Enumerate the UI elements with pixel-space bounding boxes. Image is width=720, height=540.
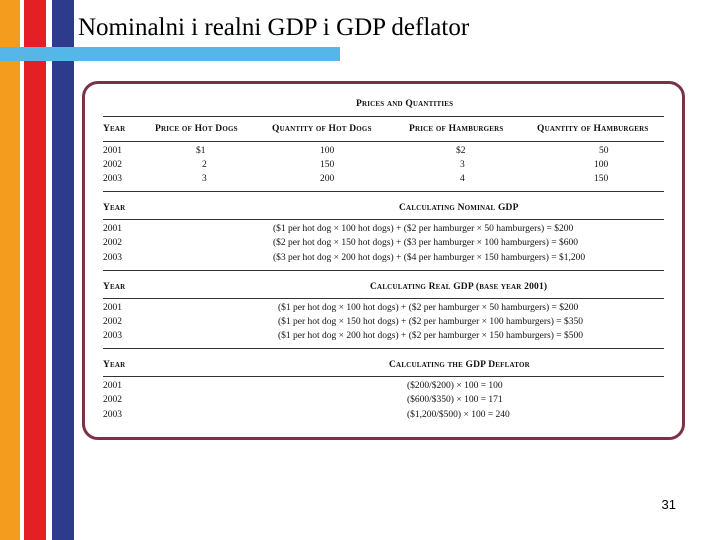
cell-formula: ($1,200/$500) × 100 = 240 <box>407 410 510 420</box>
header-year: Year <box>103 360 126 370</box>
cell-quantity-hot-dogs: 150 <box>320 160 335 170</box>
header-price-hot-dogs: Price of Hot Dogs <box>155 124 238 134</box>
cell-year: 2002 <box>103 395 122 405</box>
cell-price-hamburgers: 4 <box>460 174 465 184</box>
header-quantity-hamburgers: Quantity of Hamburgers <box>537 124 649 134</box>
navy-stripe <box>52 0 74 540</box>
cell-formula: ($1 per hot dog × 200 hot dogs) + ($2 pe… <box>278 331 583 341</box>
section-title-nominal-gdp: Calculating Nominal GDP <box>399 203 519 213</box>
cell-quantity-hamburgers: 50 <box>599 146 609 156</box>
cell-formula: ($1 per hot dog × 150 hot dogs) + ($2 pe… <box>278 317 583 327</box>
header-price-hamburgers: Price of Hamburgers <box>409 124 504 134</box>
cell-price-hot-dogs: 3 <box>202 174 207 184</box>
red-stripe <box>24 0 46 540</box>
rule <box>103 141 664 142</box>
header-quantity-hot-dogs: Quantity of Hot Dogs <box>272 124 372 134</box>
header-year: Year <box>103 282 126 292</box>
cell-year: 2001 <box>103 303 122 313</box>
cell-quantity-hot-dogs: 200 <box>320 174 335 184</box>
cell-year: 2002 <box>103 317 122 327</box>
header-year: Year <box>103 124 126 134</box>
table-frame <box>82 81 685 440</box>
cell-year: 2002 <box>103 238 122 248</box>
section-title-real-gdp: Calculating Real GDP (base year 2001) <box>370 282 548 292</box>
rule <box>103 191 664 192</box>
section-title-gdp-deflator: Calculating the GDP Deflator <box>389 360 530 370</box>
cell-formula: ($1 per hot dog × 100 hot dogs) + ($2 pe… <box>278 303 579 313</box>
cell-quantity-hot-dogs: 100 <box>320 146 335 156</box>
cell-year: 2001 <box>103 381 122 391</box>
rule <box>103 298 664 299</box>
cell-formula: ($1 per hot dog × 100 hot dogs) + ($2 pe… <box>273 224 574 234</box>
orange-stripe <box>0 0 20 540</box>
cell-quantity-hamburgers: 100 <box>594 160 609 170</box>
cell-price-hamburgers: 3 <box>460 160 465 170</box>
rule <box>103 219 664 220</box>
cell-year: 2003 <box>103 331 122 341</box>
cell-price-hot-dogs: 2 <box>202 160 207 170</box>
cell-year: 2003 <box>103 174 122 184</box>
rule <box>103 348 664 349</box>
cell-formula: ($200/$200) × 100 = 100 <box>407 381 503 391</box>
rule <box>103 376 664 377</box>
cell-year: 2001 <box>103 146 122 156</box>
cell-year: 2001 <box>103 224 122 234</box>
rule <box>103 116 664 117</box>
slide-title: Nominalni i realni GDP i GDP deflator <box>78 14 470 41</box>
header-year: Year <box>103 203 126 213</box>
page-number: 31 <box>661 497 676 512</box>
cell-price-hot-dogs: $1 <box>196 146 206 156</box>
cell-price-hamburgers: $2 <box>456 146 466 156</box>
cell-year: 2002 <box>103 160 122 170</box>
rule <box>103 270 664 271</box>
title-underline <box>0 47 340 61</box>
cell-quantity-hamburgers: 150 <box>594 174 609 184</box>
section-title-prices: Prices and Quantities <box>356 99 454 109</box>
cell-formula: ($600/$350) × 100 = 171 <box>407 395 503 405</box>
cell-year: 2003 <box>103 410 122 420</box>
cell-formula: ($3 per hot dog × 200 hot dogs) + ($4 pe… <box>273 253 586 263</box>
cell-year: 2003 <box>103 253 122 263</box>
cell-formula: ($2 per hot dog × 150 hot dogs) + ($3 pe… <box>273 238 578 248</box>
